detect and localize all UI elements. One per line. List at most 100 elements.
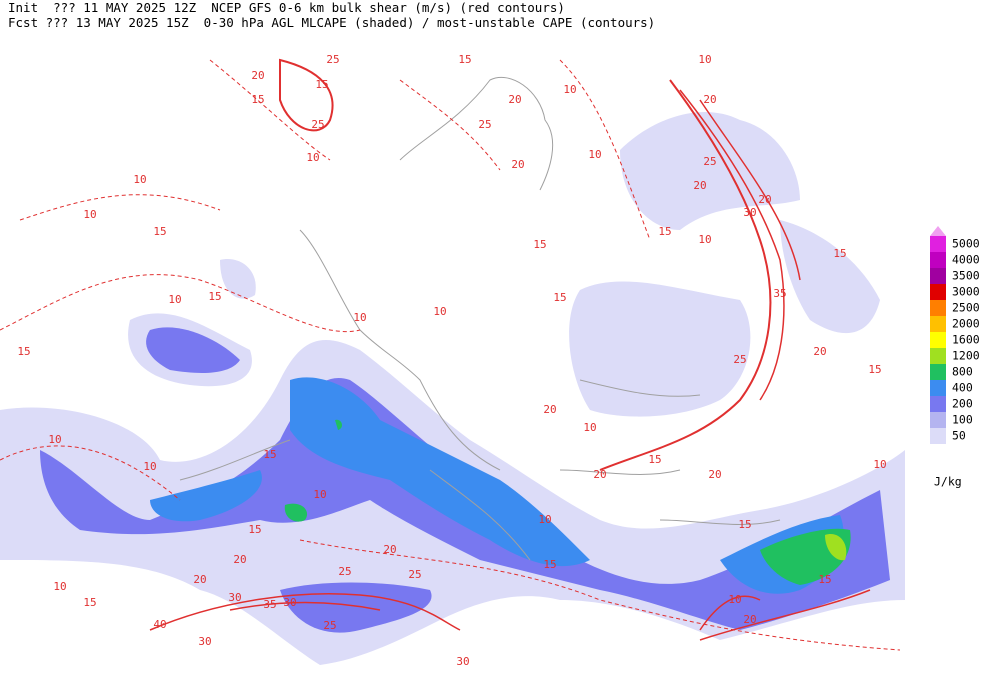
coastline	[179, 439, 681, 561]
contour-label: 20	[693, 179, 706, 192]
legend-swatch	[930, 268, 946, 284]
contour-label: 15	[738, 518, 751, 531]
cape-region	[280, 582, 432, 633]
contour-label: 10	[728, 593, 741, 606]
contour-label: 25	[478, 118, 491, 131]
contour-label: 20	[233, 553, 246, 566]
contour-line	[679, 89, 801, 401]
contour-label: 30	[743, 206, 756, 219]
contour-label: 10	[873, 458, 886, 471]
contour-label: 30	[198, 635, 211, 648]
header-init: Init ??? 11 MAY 2025 12Z NCEP GFS 0-6 km…	[8, 0, 565, 15]
legend-label: 3000	[952, 285, 980, 299]
legend-label: 2500	[952, 301, 980, 315]
legend-label: 3500	[952, 269, 980, 283]
contour-label: 15	[83, 596, 96, 609]
legend-swatch	[930, 428, 946, 444]
contour-label: 10	[168, 293, 181, 306]
contour-label: 10	[48, 433, 61, 446]
contour-label: 10	[353, 311, 366, 324]
contour-label: 25	[733, 353, 746, 366]
legend-swatch	[930, 316, 946, 332]
contour-label: 10	[53, 580, 66, 593]
contour-label: 15	[658, 225, 671, 238]
contour-label: 15	[648, 453, 661, 466]
legend-label: 2000	[952, 317, 980, 331]
contour-line	[599, 79, 772, 471]
contour-label: 10	[306, 151, 319, 164]
contour-label: 15	[263, 448, 276, 461]
contour-label: 10	[133, 173, 146, 186]
cape-region	[220, 259, 256, 299]
contour-label: 20	[743, 613, 756, 626]
legend-swatch	[930, 332, 946, 348]
contour-line	[279, 58, 334, 132]
contour-label: 25	[703, 155, 716, 168]
contour-label: 15	[315, 78, 328, 91]
coastline	[299, 229, 501, 471]
contour-label: 15	[251, 93, 264, 106]
contour-label: 20	[511, 158, 524, 171]
legend-swatch	[930, 412, 946, 428]
contour-label: 10	[588, 148, 601, 161]
contour-label: 20	[383, 543, 396, 556]
cape-region	[825, 534, 847, 561]
contour-label: 10	[583, 421, 596, 434]
legend-label: 1600	[952, 333, 980, 347]
cape-region	[780, 220, 880, 334]
contour-label: 35	[263, 598, 276, 611]
legend-swatch	[930, 364, 946, 380]
contour-label: 15	[833, 247, 846, 260]
legend-swatch	[930, 348, 946, 364]
legend-label: 1200	[952, 349, 980, 363]
cape-region	[290, 377, 590, 567]
legend-swatch	[930, 396, 946, 412]
contour-label: 10	[143, 460, 156, 473]
contour-label: 20	[593, 468, 606, 481]
contour-label: 30	[283, 596, 296, 609]
contour-label: 10	[698, 53, 711, 66]
contour-label: 20	[543, 403, 556, 416]
contour-label: 15	[17, 345, 30, 358]
contour-label: 10	[83, 208, 96, 221]
legend-overflow-arrow	[930, 226, 946, 236]
contour-label: 15	[153, 225, 166, 238]
cape-shading	[0, 111, 905, 665]
legend-swatch	[930, 252, 946, 268]
legend-label: 400	[952, 381, 973, 395]
coastline	[579, 379, 781, 525]
contour-label: 25	[326, 53, 339, 66]
contour-label: 20	[193, 573, 206, 586]
cape-region	[335, 419, 342, 430]
contour-label: 10	[563, 83, 576, 96]
legend-label: 100	[952, 413, 973, 427]
contour-label: 10	[313, 488, 326, 501]
contour-label: 35	[773, 287, 786, 300]
contour-label: 15	[543, 558, 556, 571]
contour-line	[0, 274, 901, 651]
contour-label: 25	[338, 565, 351, 578]
contour-line	[19, 59, 651, 241]
contour-label: 15	[248, 523, 261, 536]
contour-label: 25	[408, 568, 421, 581]
legend-swatch	[930, 284, 946, 300]
legend-label: 800	[952, 365, 973, 379]
legend-swatch	[930, 300, 946, 316]
legend-label: 200	[952, 397, 973, 411]
contour-label: 20	[813, 345, 826, 358]
cape-region	[146, 327, 240, 373]
legend-label: 5000	[952, 237, 980, 251]
shear-contours	[0, 58, 901, 651]
contour-label: 20	[251, 69, 264, 82]
contour-label: 15	[533, 238, 546, 251]
legend: 5000 4000 3500 3000 2500 2000 1600 1200 800 400 20…	[930, 226, 980, 489]
legend-label: 50	[952, 429, 966, 443]
contour-label: 30	[456, 655, 469, 668]
legend-label: 4000	[952, 253, 980, 267]
contour-line	[699, 589, 871, 641]
contour-label: 20	[708, 468, 721, 481]
contour-labels: 25 15201515251010201025201020252020301010…	[17, 53, 886, 668]
contour-label: 20	[508, 93, 521, 106]
